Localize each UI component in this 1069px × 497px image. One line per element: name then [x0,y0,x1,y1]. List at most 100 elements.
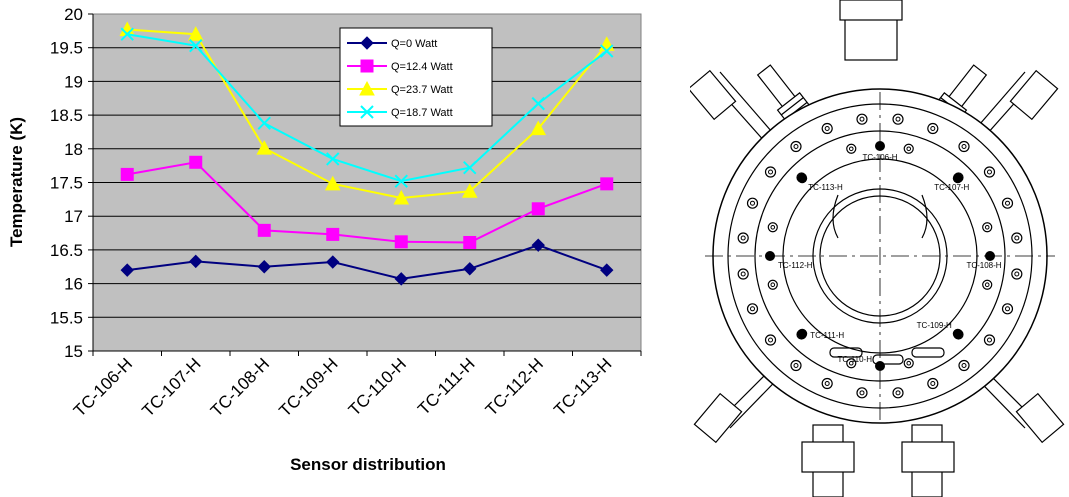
inner-bolt-hole-center [770,282,776,288]
inner-bolt-hole-center [848,360,854,366]
sensor-label: TC-110-H [837,355,872,364]
series-group [119,21,615,286]
legend: Q=0 Watt Q=12.4 Watt Q=23.7 Watt Q=18.7 Wat… [339,27,493,127]
y-tick-label: 18 [64,140,83,159]
bolt-hole-center [793,144,799,150]
bracket-left [832,194,839,239]
bolt-hole [737,268,749,280]
inner-bolt-hole [982,279,993,290]
inner-bolt-hole-center [984,224,990,230]
x-tick-label: TC-112-H [482,354,547,419]
x-tick-label: TC-109-H [275,354,341,420]
sensor-label: TC-111-H [810,331,844,340]
series-0 [120,238,614,286]
y-tick-label: 18.5 [50,106,83,125]
inner-bolt-hole-center [848,146,854,152]
data-point [189,155,203,169]
inner-bolt-hole [767,222,778,233]
bolt-hole-center [986,169,992,175]
data-point [257,260,271,274]
inner-bolt-hole-center [906,360,912,366]
data-point [463,235,477,249]
data-point [531,96,545,111]
data-point [189,254,203,269]
bolt-hole-center [793,362,799,368]
bolt-hole-center [986,337,992,343]
y-tick-label: 19.5 [50,39,83,58]
bolt-hole [1011,268,1023,280]
bolt-hole-center [740,235,746,241]
x-tick-label: TC-107-H [138,354,204,420]
clamp-bottom-right [901,441,955,473]
y-tick-label: 16.5 [50,241,83,260]
bolt-hole [927,377,939,390]
data-point [463,160,477,175]
bolt-hole-center [768,337,774,343]
sensor-dot [875,361,885,371]
inner-bolt-hole-center [984,282,990,288]
bolt-hole [821,377,833,390]
y-tick-label: 15.5 [50,308,83,327]
bolt-hole [1001,303,1014,315]
inner-bolt-hole-center [770,224,776,230]
y-tick-label: 16 [64,275,83,294]
temperature-chart: 15 15.5 16 16.5 17 17.5 18 18.5 19 19.5 20 TC-106-… [7,5,642,474]
bolt-hole-center [859,116,865,122]
data-point [393,189,410,205]
bracket-right [921,194,928,239]
x-tick-label: TC-113-H [550,354,615,419]
legend-entry: Q=18.7 Watt [391,107,453,119]
sensor-dot [985,251,995,261]
data-point [394,235,408,249]
bolt-hole-center [895,116,901,122]
data-point [257,223,271,237]
sensor-label: TC-109-H [917,321,952,330]
data-point [324,175,341,191]
legend-marker [360,105,374,119]
legend-marker [360,59,374,73]
bolt-hole [790,359,802,372]
bolt-hole [1011,232,1023,244]
data-point [463,262,477,276]
legend-marker [359,80,375,96]
sensor-markers: TC-106-H TC-107-H TC-108-H TC-109-H TC-110-H… [765,141,1002,371]
data-point [326,255,340,269]
sensor-label: TC-108-H [966,261,1001,270]
x-tick-label: TC-108-H [207,354,273,420]
bolt-hole [856,387,868,399]
x-axis-ticks: TC-106-H TC-107-H TC-108-H TC-109-H TC-110-H… [70,351,642,421]
sensor-label: TC-112-H [778,261,813,270]
sensor-dot [952,173,963,184]
inner-bolt-hole [846,358,857,369]
x-tick-label: TC-111-H [414,354,478,418]
bolt-hole [746,303,759,315]
bolt-hole-center [895,390,901,396]
bolt-hole-center [824,380,830,386]
inner-bolt-hole [903,358,914,369]
bolt-hole [821,122,833,135]
slot-right [911,347,945,358]
bolt-hole [892,113,904,125]
bolt-hole-center [859,390,865,396]
series-line [127,28,608,200]
clamp-upper-left [690,69,737,121]
data-point [187,26,204,41]
bolt-hole-center [961,144,967,150]
bolt-hole-center [961,362,967,368]
bolt-hole [958,359,970,372]
data-point [600,177,614,191]
clamp-top [839,0,903,21]
bolt-hole [983,166,996,178]
data-point [600,263,614,277]
bolt-hole-center [740,271,746,277]
sensor-layout-drawing: TC-106-H TC-107-H TC-108-H TC-109-H TC-110-H… [690,0,1065,497]
bolt-hole-center [750,200,756,206]
bolt-hole-center [1004,306,1010,312]
bolt-hole [983,334,996,346]
data-point [530,120,547,136]
data-point [394,272,408,286]
bolt-holes [737,113,1023,399]
data-point [394,174,408,188]
legend-entry: Q=0 Watt [391,38,437,50]
y-tick-label: 17 [64,207,83,226]
